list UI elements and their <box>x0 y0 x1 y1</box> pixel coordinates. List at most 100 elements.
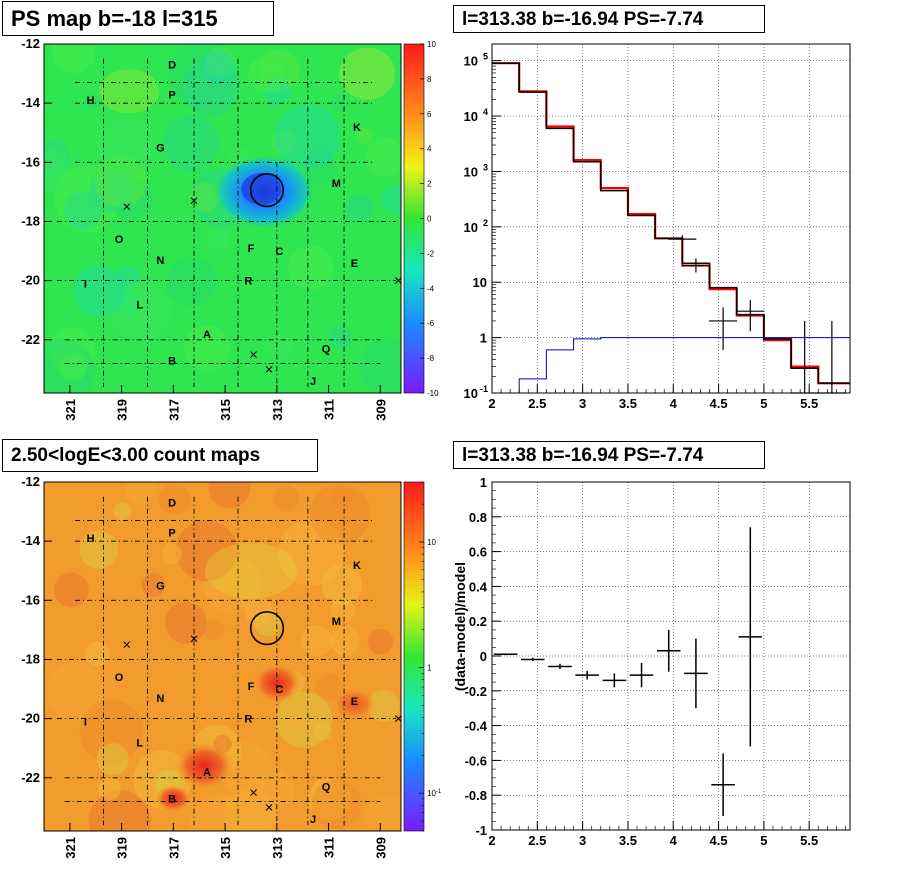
y-tick-exponent: -1 <box>480 384 488 394</box>
map-texture-patch <box>97 118 155 176</box>
map-texture-patch <box>115 266 141 291</box>
map-texture-patch <box>254 609 282 637</box>
x-tick-label: 5.5 <box>800 396 818 411</box>
map-frame <box>43 43 402 394</box>
x-tick-label: 2 <box>488 833 495 848</box>
residual-plot: 2 2.5 3 3.5 4 4.5 5 5.5 1 0.8 0.6 0.4 0.2 0 -0.2 -0.4 -0… <box>452 475 851 848</box>
count-hotspot-b <box>155 784 192 813</box>
region-label: L <box>136 299 143 311</box>
map-texture-patch <box>113 502 131 521</box>
region-label: E <box>351 258 358 270</box>
map-texture-patch <box>203 618 225 640</box>
region-label: P <box>168 89 175 101</box>
region-label: I <box>84 717 87 729</box>
map-texture-patch <box>275 691 332 748</box>
map-texture-patch <box>166 256 216 307</box>
count-hotspot-e <box>332 687 377 720</box>
map-texture-patch <box>44 338 96 393</box>
map-texture-patch <box>315 673 343 701</box>
y-tick-label: -0.8 <box>465 788 487 803</box>
map-texture-patch <box>64 192 102 230</box>
colorbar-tick-exponent: -1 <box>436 789 442 795</box>
map-texture-patch <box>367 629 394 655</box>
map-texture-patch <box>58 353 87 382</box>
y-tick-label: -0.4 <box>465 719 488 734</box>
colorbar-tick-label: 4 <box>427 145 432 154</box>
map-texture-patch <box>364 796 401 831</box>
source-cross <box>123 203 131 211</box>
map-texture-patch <box>158 483 191 515</box>
map-texture-patch <box>175 520 237 582</box>
map-texture-patch <box>208 482 251 509</box>
map-texture-patch <box>365 138 401 177</box>
x-tick-label: 319 <box>115 837 130 859</box>
region-label: C <box>275 246 283 258</box>
colorbar-tick-label: 8 <box>427 75 432 84</box>
map-texture-patch <box>182 59 241 117</box>
map-texture-patch <box>167 44 236 109</box>
map-texture-patch <box>257 49 300 92</box>
region-label: F <box>248 681 255 693</box>
source-cross <box>395 277 402 284</box>
map-texture-patch <box>274 104 341 170</box>
region-label: G <box>156 581 165 593</box>
map-texture-patch <box>164 601 208 644</box>
map-texture-patch <box>359 337 401 393</box>
y-tick-label: -1 <box>475 823 487 838</box>
map-texture-patch <box>271 129 297 155</box>
plot-frame <box>491 43 851 394</box>
x-tick-label: 3.5 <box>619 396 637 411</box>
residual-y-axis-label: (data-model)/model <box>452 562 468 691</box>
map-texture-patch <box>308 777 351 821</box>
map-field-2 <box>44 482 401 831</box>
map-texture-patch <box>367 689 400 722</box>
map-texture-patch <box>44 139 70 175</box>
y-tick-label: -18 <box>21 651 40 666</box>
colorbar-tick-label: 2 <box>427 180 432 189</box>
map-texture-patch <box>84 93 101 110</box>
region-label: B <box>168 793 176 805</box>
map-texture-patch <box>79 530 118 569</box>
map-texture-patch <box>141 572 166 597</box>
y-tick-label: -0.6 <box>465 753 487 768</box>
region-label: C <box>275 684 283 696</box>
region-label: N <box>156 255 164 267</box>
map-texture-patch <box>53 572 89 608</box>
x-tick-label: 3 <box>579 833 586 848</box>
map-texture-patch <box>183 325 231 372</box>
map-texture-patch <box>84 641 110 667</box>
x-tick-label: 2 <box>488 396 495 411</box>
x-tick-label: 3 <box>579 396 586 411</box>
region-label: R <box>244 276 252 288</box>
map-texture-patch <box>219 742 273 796</box>
ps-warm-patch <box>339 47 396 100</box>
x-tick-label: 4.5 <box>710 396 728 411</box>
x-tick-label: 321 <box>63 837 78 859</box>
y-tick-label: -18 <box>21 213 40 228</box>
region-label: D <box>168 60 176 72</box>
map-texture-patch <box>330 598 355 624</box>
y-tick-label: -14 <box>21 533 41 548</box>
y-tick-label: -12 <box>21 36 40 51</box>
ps-hotspot-core <box>241 172 282 205</box>
y-tick-label: -14 <box>21 95 41 110</box>
region-label: F <box>248 243 255 255</box>
map-texture-patch <box>278 519 345 586</box>
colorbar-tick-label: -4 <box>427 284 435 293</box>
map-texture-patch <box>248 55 286 93</box>
region-label: O <box>115 234 124 246</box>
map-texture-patch <box>288 245 334 290</box>
y-tick-label: -20 <box>21 273 40 288</box>
region-label: J <box>310 376 316 388</box>
source-cross <box>123 641 131 649</box>
map-texture-patch <box>328 326 353 351</box>
region-label: R <box>244 714 252 726</box>
y-tick-label: -0.2 <box>465 684 487 699</box>
region-label: H <box>87 95 95 107</box>
map-texture-patch <box>110 281 171 342</box>
map-texture-patch <box>321 564 363 606</box>
colorbar-tick-label: -6 <box>427 319 435 328</box>
ps-warm-patch <box>99 69 160 114</box>
map-texture-patch <box>44 146 70 193</box>
